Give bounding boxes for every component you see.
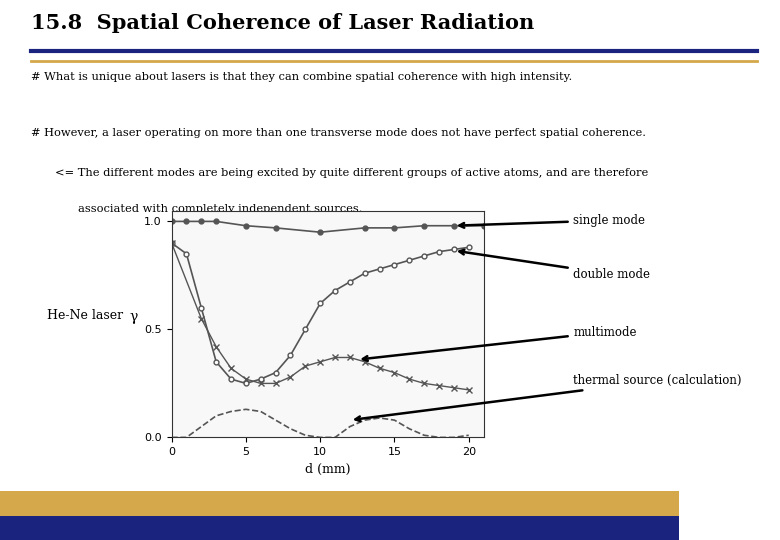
Text: double mode: double mode xyxy=(459,250,651,281)
Text: He-Ne laser: He-Ne laser xyxy=(47,309,123,322)
Text: 15.8  Spatial Coherence of Laser Radiation: 15.8 Spatial Coherence of Laser Radiatio… xyxy=(31,13,534,33)
Bar xyxy=(0,491,679,516)
Text: <= The different modes are being excited by quite different groups of active ato: <= The different modes are being excited… xyxy=(55,167,648,178)
Text: # What is unique about lasers is that they can combine spatial coherence with hi: # What is unique about lasers is that th… xyxy=(31,72,573,83)
Bar xyxy=(0,516,679,540)
Text: thermal source (calculation): thermal source (calculation) xyxy=(356,374,742,421)
Text: associated with completely independent sources.: associated with completely independent s… xyxy=(78,204,363,214)
X-axis label: d (mm): d (mm) xyxy=(305,463,350,476)
Text: multimode: multimode xyxy=(363,326,636,361)
Y-axis label: γ: γ xyxy=(129,310,137,324)
Text: # However, a laser operating on more than one transverse mode does not have perf: # However, a laser operating on more tha… xyxy=(31,129,646,138)
Text: single mode: single mode xyxy=(459,214,645,228)
